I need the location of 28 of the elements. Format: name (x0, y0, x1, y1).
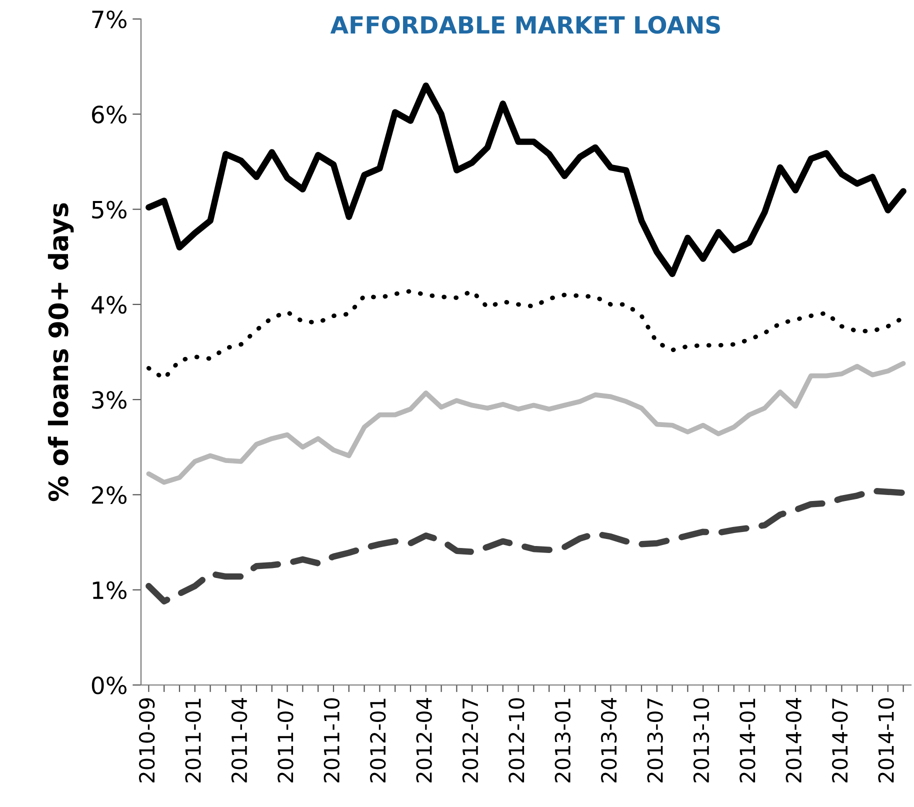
x-tick-label: 2010-09 (138, 698, 155, 782)
x-tick-label: 2014-07 (832, 698, 848, 782)
y-tick-label: 3% (92, 391, 127, 409)
x-tick-label: 2013-07 (647, 698, 663, 782)
line-series (146, 360, 906, 485)
x-tick-label: 2014-10 (878, 698, 894, 782)
x-tick-label: 2013-04 (600, 698, 617, 782)
x-tick-label: 2013-01 (554, 698, 571, 782)
chart-title: AFFORDABLE MARKET LOANS (330, 16, 720, 34)
x-tick-label: 2013-10 (693, 698, 710, 782)
y-axis-title: % of loans 90+ days (48, 203, 74, 502)
x-tick-label: 2011-04 (231, 698, 248, 782)
x-tick-label: 2012-07 (462, 698, 478, 782)
y-tick-label: 5% (92, 200, 127, 219)
y-tick-label: 6% (92, 106, 127, 124)
x-tick-label: 2014-04 (786, 698, 802, 782)
x-tick-label: 2012-04 (416, 698, 432, 782)
x-tick-label: 2012-01 (370, 698, 386, 782)
y-tick-label: 7% (92, 10, 127, 28)
x-tick-label: 2014-01 (740, 698, 756, 782)
y-tick-label: 4% (92, 296, 127, 314)
x-tick-label: 2011-07 (278, 698, 294, 782)
y-tick-label: 1% (92, 581, 127, 600)
x-tick-label: 2012-10 (508, 698, 524, 782)
x-tick-label: 2011-10 (324, 698, 340, 782)
y-tick-label: 0% (92, 676, 127, 694)
x-tick-label: 2011-01 (185, 698, 201, 782)
y-tick-label: 2% (92, 486, 127, 504)
